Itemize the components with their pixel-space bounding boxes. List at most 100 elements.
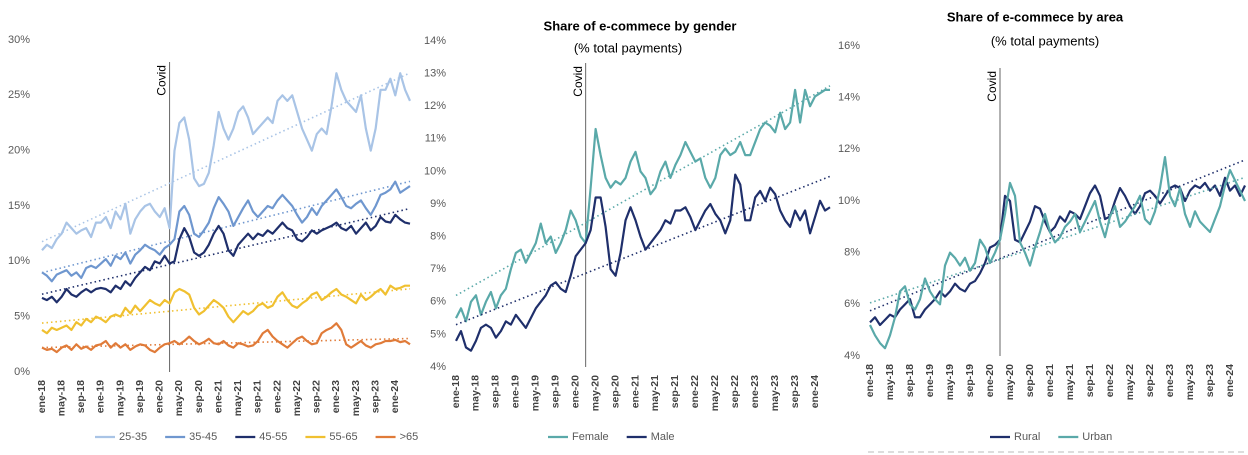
chart-title: Share of e-commece by area <box>947 9 1124 24</box>
x-tick-label: may-23 <box>1184 364 1196 400</box>
x-tick-label: sep-22 <box>1144 364 1156 397</box>
x-tick-label: may-20 <box>1004 364 1016 400</box>
y-tick-label: 30% <box>8 34 30 46</box>
x-tick-label: sep-22 <box>311 380 323 413</box>
y-tick-label: 9% <box>430 198 446 210</box>
y-tick-label: 5% <box>14 311 30 323</box>
y-tick-label: 4% <box>844 350 860 362</box>
y-tick-label: 25% <box>8 89 30 101</box>
x-tick-label: ene-19 <box>95 380 107 413</box>
y-tick-label: 13% <box>424 68 446 80</box>
x-tick-label: may-20 <box>589 375 601 411</box>
x-tick-label: may-18 <box>884 364 896 400</box>
x-tick-label: sep-18 <box>904 364 916 397</box>
x-tick-label: sep-21 <box>669 375 681 408</box>
trend-line <box>41 180 411 274</box>
y-tick-label: 10% <box>424 165 446 177</box>
x-tick-label: sep-20 <box>1024 364 1036 397</box>
y-tick-label: 5% <box>430 328 446 340</box>
trend-line <box>869 159 1246 312</box>
x-tick-label: ene-23 <box>749 375 761 408</box>
x-tick-label: sep-19 <box>550 375 562 408</box>
x-tick-label: sep-18 <box>490 375 502 408</box>
x-tick-label: may-21 <box>1064 364 1076 400</box>
y-tick-label: 10% <box>8 255 30 267</box>
series-line <box>869 176 1246 327</box>
y-tick-label: 0% <box>14 366 30 378</box>
x-tick-label: sep-19 <box>134 380 146 413</box>
y-tick-label: 16% <box>838 40 860 52</box>
y-tick-label: 8% <box>844 247 860 259</box>
x-tick-label: ene-19 <box>924 364 936 397</box>
legend-label: Female <box>572 431 609 443</box>
x-tick-label: may-22 <box>1124 364 1136 400</box>
legend-label: 45-55 <box>259 431 287 443</box>
x-tick-label: sep-20 <box>609 375 621 408</box>
x-tick-label: sep-21 <box>1084 364 1096 397</box>
x-tick-label: may-19 <box>530 375 542 411</box>
x-tick-label: may-18 <box>470 375 482 411</box>
series-line <box>455 88 830 323</box>
x-tick-label: may-21 <box>232 380 244 416</box>
x-tick-label: may-23 <box>350 380 362 416</box>
x-tick-label: ene-18 <box>36 380 48 413</box>
y-tick-label: 15% <box>8 200 30 212</box>
x-tick-label: sep-21 <box>252 380 264 413</box>
chart-title: Share of e-commece by gender <box>544 18 737 33</box>
legend-label: Rural <box>1014 431 1040 443</box>
covid-label: Covid <box>155 65 169 96</box>
x-tick-label: ene-24 <box>389 380 401 413</box>
y-tick-label: 4% <box>430 361 446 373</box>
chart-subtitle: (% total payments) <box>574 40 682 55</box>
x-tick-label: sep-18 <box>75 380 87 413</box>
trend-line <box>41 207 411 295</box>
x-tick-label: may-23 <box>769 375 781 411</box>
x-tick-label: sep-23 <box>369 380 381 413</box>
x-tick-label: may-18 <box>55 380 67 416</box>
y-tick-label: 6% <box>430 296 446 308</box>
y-tick-label: 6% <box>844 298 860 310</box>
legend-label: Male <box>651 431 675 443</box>
legend-label: 25-35 <box>119 431 147 443</box>
x-tick-label: ene-22 <box>271 380 283 413</box>
x-tick-label: ene-21 <box>212 380 224 413</box>
chart-subtitle: (% total payments) <box>991 33 1099 48</box>
y-tick-label: 7% <box>430 263 446 275</box>
x-tick-label: may-19 <box>944 364 956 400</box>
x-tick-label: sep-23 <box>1204 364 1216 397</box>
legend-label: >65 <box>400 431 419 443</box>
series-line <box>41 72 412 251</box>
x-tick-label: sep-22 <box>729 375 741 408</box>
x-tick-label: ene-20 <box>569 375 581 408</box>
x-tick-label: ene-22 <box>689 375 701 408</box>
x-tick-label: ene-23 <box>1164 364 1176 397</box>
trend-line <box>41 72 411 243</box>
x-tick-label: ene-19 <box>510 375 522 408</box>
x-tick-label: sep-19 <box>964 364 976 397</box>
x-tick-label: sep-23 <box>789 375 801 408</box>
x-tick-label: ene-23 <box>330 380 342 413</box>
series-line <box>41 284 410 335</box>
trend-line <box>455 175 831 326</box>
x-tick-label: ene-24 <box>1224 364 1236 397</box>
x-tick-label: ene-21 <box>1044 364 1056 397</box>
x-tick-label: may-20 <box>173 380 185 416</box>
series-line <box>455 173 831 352</box>
series-line <box>41 213 411 304</box>
covid-label: Covid <box>985 71 999 102</box>
y-tick-label: 11% <box>425 133 446 145</box>
y-tick-label: 20% <box>8 145 30 157</box>
x-tick-label: may-19 <box>114 380 126 416</box>
x-tick-label: may-21 <box>649 375 661 411</box>
x-tick-label: may-22 <box>291 380 303 416</box>
y-tick-label: 12% <box>838 143 860 155</box>
legend-label: 35-45 <box>189 431 217 443</box>
y-tick-label: 14% <box>424 35 446 47</box>
trend-line <box>41 288 411 324</box>
x-tick-label: ene-21 <box>629 375 641 408</box>
x-tick-label: ene-22 <box>1104 364 1116 397</box>
x-tick-label: sep-20 <box>193 380 205 413</box>
x-tick-label: ene-18 <box>450 375 462 408</box>
y-tick-label: 14% <box>838 92 860 104</box>
